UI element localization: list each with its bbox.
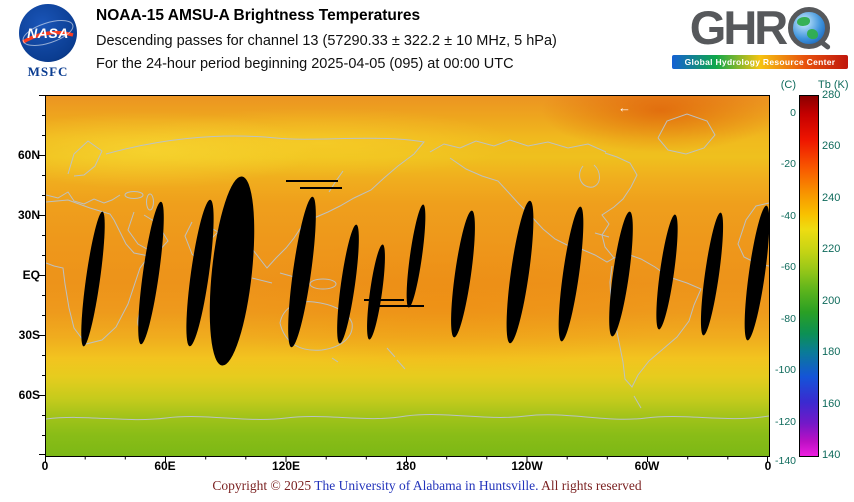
map-overlay: ← <box>46 100 769 421</box>
nasa-meatball-icon: NASA <box>19 4 77 62</box>
data-dropout-line <box>364 299 404 301</box>
colorbar-c-label: -140 <box>774 455 796 467</box>
overflow-arrow: ← <box>618 100 631 115</box>
globe-land-icon <box>797 17 811 26</box>
x-axis-label-0a: 0 <box>41 459 49 473</box>
coastline-caspian-sea <box>146 193 154 211</box>
coastline-scandinavia <box>67 140 103 177</box>
y-axis-label-30s: 30S <box>18 328 40 342</box>
data-dropout-line <box>286 180 338 182</box>
coastline-new-zealand <box>386 347 406 370</box>
coastline-antarctic-peninsula <box>633 395 642 409</box>
x-axis-label-180: 180 <box>395 459 417 473</box>
data-gap <box>609 211 633 337</box>
y-axis-label-60s: 60S <box>18 388 40 402</box>
x-axis-label-60w: 60W <box>634 459 660 473</box>
colorbar-k-label: 160 <box>822 398 841 410</box>
colorbar-unit-kelvin: Tb (K) <box>818 79 849 91</box>
data-dropout-line <box>378 305 424 307</box>
x-axis-label-120w: 120W <box>511 459 543 473</box>
data-gap <box>81 211 105 347</box>
data-gap <box>506 200 534 344</box>
y-axis-label-eq: EQ <box>22 268 40 282</box>
data-gap <box>558 206 584 342</box>
colorbar-k-label: 260 <box>822 140 841 152</box>
coastline-indonesia <box>251 272 299 284</box>
data-gap-lenses <box>81 176 769 366</box>
data-gap <box>451 210 475 338</box>
colorbar-k-label: 240 <box>822 192 841 204</box>
brightness-temperature-map: ← <box>45 95 770 457</box>
colorbar-c-label: -120 <box>774 416 796 428</box>
x-axis-label-60e: 60E <box>154 459 176 473</box>
ghrc-logo: GHR Global Hydrology Resource Center <box>672 2 848 69</box>
page-title: NOAA-15 AMSU-A Brightness Temperatures <box>96 7 421 24</box>
globe-land-icon <box>807 29 819 39</box>
colorbar-k-label: 220 <box>822 243 841 255</box>
coastline-antarctica <box>46 414 769 421</box>
ghrc-tagline: Global Hydrology Resource Center <box>672 55 848 69</box>
data-gap <box>209 176 255 366</box>
colorbar-c-label: -80 <box>780 313 796 325</box>
colorbar-c-label: -20 <box>780 158 796 170</box>
nasa-logo: NASA MSFC <box>12 4 84 80</box>
ghrc-acronym: GHR <box>672 2 848 54</box>
y-axis-ticks <box>39 95 45 455</box>
colorbar-k-label: 180 <box>822 346 841 358</box>
coastline-cuba <box>594 232 610 238</box>
title-block: NOAA-15 AMSU-A Brightness Temperatures D… <box>96 7 557 79</box>
nasa-wordmark: NASA <box>27 25 69 41</box>
data-gap <box>288 196 316 348</box>
coastline-black-sea <box>124 191 144 199</box>
coastline-north-america-east <box>601 152 638 259</box>
x-axis-label-120e: 120E <box>271 459 301 473</box>
colorbar-c-label: 0 <box>790 107 796 119</box>
data-gap <box>138 201 164 345</box>
coastline-north-america-arctic <box>429 139 607 153</box>
coastline-africa <box>46 199 150 345</box>
coastline-south-europe <box>46 191 121 205</box>
colorbar-c-label: -60 <box>780 261 796 273</box>
colorbar <box>799 95 819 457</box>
colorbar-c-label: -100 <box>774 364 796 376</box>
x-axis-label-0b: 0 <box>764 459 772 473</box>
colorbar-c-label: -40 <box>780 210 796 222</box>
copyright-suffix: All rights reserved <box>541 478 642 493</box>
data-gap <box>406 204 426 308</box>
coastline-hudson-bay <box>579 164 600 188</box>
coastline-north-america-west <box>449 157 615 263</box>
coastline-greenland <box>657 113 716 155</box>
colorbar-k-label: 140 <box>822 449 841 461</box>
ghrc-letters: GHR <box>689 1 788 54</box>
data-gap <box>367 244 385 340</box>
y-axis-label-60n: 60N <box>17 148 40 162</box>
data-dropout-line <box>300 187 342 189</box>
coastline-new-guinea <box>309 278 337 290</box>
ghrc-globe-icon <box>788 7 832 51</box>
university-link[interactable]: The University of Alabama in Huntsville. <box>314 478 539 493</box>
colorbar-k-label: 200 <box>822 295 841 307</box>
ghrc-globe-tail-icon <box>818 38 832 51</box>
subtitle-period: For the 24-hour period beginning 2025-04… <box>96 56 514 72</box>
data-gap <box>744 205 769 341</box>
data-gap <box>337 224 359 344</box>
y-axis-label-30n: 30N <box>17 208 40 222</box>
msfc-label: MSFC <box>27 64 69 79</box>
nasa-swoosh-icon <box>22 20 74 46</box>
colorbar-unit-celsius: (C) <box>780 79 796 91</box>
data-gap <box>700 212 724 336</box>
data-gap <box>186 199 214 347</box>
data-gap <box>656 214 678 330</box>
copyright-line: Copyright © 2025 The University of Alaba… <box>0 478 854 494</box>
copyright-prefix: Copyright © 2025 <box>212 478 312 493</box>
subtitle-channel: Descending passes for channel 13 (57290.… <box>96 33 557 49</box>
coastline-tasmania <box>331 357 339 363</box>
x-axis-ticks <box>45 456 768 462</box>
colorbar-k-label: 280 <box>822 89 841 101</box>
